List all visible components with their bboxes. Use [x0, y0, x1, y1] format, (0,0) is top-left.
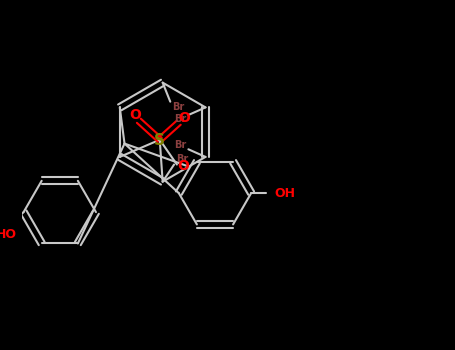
Text: HO: HO: [0, 229, 17, 241]
Text: O: O: [177, 160, 189, 174]
Text: O: O: [178, 111, 191, 125]
Text: S: S: [154, 133, 165, 148]
Text: Br: Br: [172, 103, 184, 112]
Text: Br: Br: [174, 114, 187, 124]
Text: Br: Br: [174, 140, 187, 150]
Text: O: O: [129, 108, 141, 122]
Text: OH: OH: [274, 187, 295, 199]
Text: Br: Br: [176, 154, 188, 164]
